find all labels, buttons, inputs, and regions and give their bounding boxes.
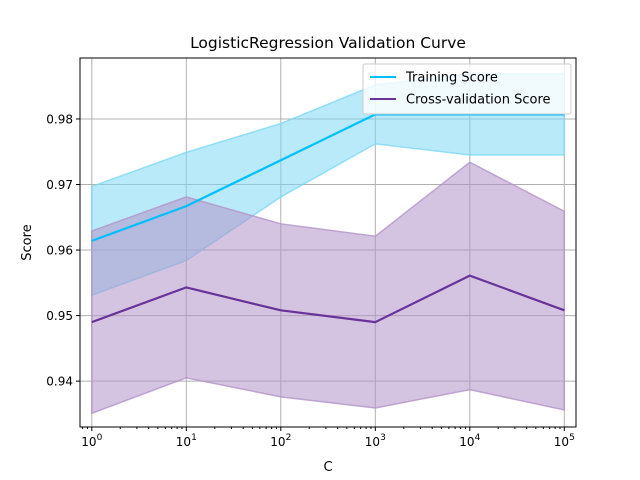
y-tick-label: 0.96 xyxy=(46,244,73,258)
chart-title: LogisticRegression Validation Curve xyxy=(190,34,466,52)
legend: Training Score Cross-validation Score xyxy=(362,63,572,115)
line-cross-validation-score xyxy=(91,274,565,324)
legend-label-cross-validation-score: Cross-validation Score xyxy=(406,93,551,108)
confidence-bands xyxy=(91,72,566,415)
band-cross-validation-score xyxy=(91,161,566,415)
y-tick-label: 0.98 xyxy=(46,112,73,126)
plot-frame xyxy=(79,57,577,428)
legend-box xyxy=(362,63,572,115)
y-tick-label: 0.95 xyxy=(46,309,73,323)
y-axis-label: Score xyxy=(20,224,35,260)
legend-label-training-score: Training Score xyxy=(405,71,498,86)
x-axis-label: C xyxy=(323,460,332,475)
y-tick-label: 0.97 xyxy=(46,178,73,192)
y-tick-label: 0.94 xyxy=(46,375,73,389)
